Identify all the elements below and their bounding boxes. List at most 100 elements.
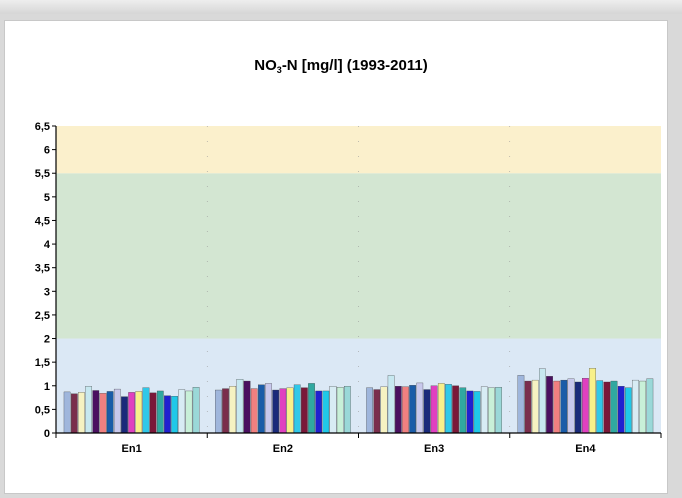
y-tick-label: 3,5 — [35, 263, 50, 275]
bar-En3-13 — [459, 387, 467, 434]
bar-En1-0 — [63, 391, 71, 434]
bar-En1-11 — [142, 387, 150, 434]
bar-En3-8 — [423, 389, 431, 434]
bar-En3-0 — [366, 387, 373, 434]
chart-title: NO3-N [mg/l] (1993-2011) — [0, 57, 682, 75]
bar-En2-17 — [336, 387, 344, 434]
window-top-strip — [0, 0, 682, 14]
y-tick-label: 6 — [44, 145, 50, 157]
bar-En2-5 — [250, 388, 258, 434]
bar-En1-16 — [178, 389, 186, 434]
x-tick-label: En1 — [122, 443, 142, 455]
x-tick-label: En4 — [575, 443, 596, 455]
bar-En4-15 — [625, 387, 632, 434]
bar-En4-14 — [617, 386, 625, 434]
bar-En1-10 — [135, 391, 143, 434]
bar-En3-16 — [480, 386, 488, 434]
bar-En3-17 — [488, 387, 495, 434]
y-tick-label: 4 — [44, 239, 51, 251]
bar-En1-7 — [113, 388, 121, 434]
bar-En1-8 — [121, 396, 128, 434]
bar-En4-8 — [574, 381, 582, 434]
bar-En3-18 — [495, 387, 502, 434]
y-tick-label: 5 — [44, 192, 50, 204]
bar-En3-1 — [373, 389, 381, 434]
bar-En4-10 — [589, 368, 596, 434]
chart-title-main: NO — [254, 57, 277, 74]
bar-En4-12 — [603, 381, 611, 434]
y-tick-label: 1 — [44, 381, 50, 393]
y-tick-label: 4,5 — [35, 215, 50, 227]
bar-En2-0 — [215, 389, 222, 434]
threshold-band-2 — [56, 126, 661, 174]
y-tick-label: 0,5 — [35, 404, 50, 416]
y-tick-label: 1,5 — [35, 357, 50, 369]
bar-En4-0 — [517, 375, 525, 434]
y-tick-label: 0 — [44, 428, 50, 440]
threshold-bands — [56, 126, 661, 433]
bar-En2-4 — [243, 380, 251, 434]
bar-En4-3 — [539, 368, 546, 434]
bar-En3-9 — [430, 385, 438, 434]
bar-En2-11 — [293, 384, 301, 434]
bar-En2-9 — [279, 388, 287, 434]
bar-En2-2 — [229, 386, 237, 434]
bar-En1-15 — [171, 396, 178, 434]
bar-En2-1 — [222, 388, 229, 434]
chart-title-subscript: 3 — [276, 65, 282, 75]
bar-En3-2 — [380, 386, 388, 434]
y-tick-label: 5,5 — [35, 168, 50, 180]
bar-En2-7 — [265, 383, 272, 434]
bar-En1-18 — [192, 387, 200, 434]
bar-En3-6 — [409, 385, 416, 434]
bar-En3-15 — [473, 391, 481, 434]
bar-En4-6 — [560, 379, 568, 434]
bar-En3-5 — [402, 386, 409, 434]
bar-En4-17 — [639, 380, 647, 434]
bar-En4-2 — [531, 379, 539, 434]
bar-En1-2 — [78, 392, 85, 434]
bar-En2-16 — [329, 386, 337, 434]
bar-En4-13 — [610, 380, 618, 434]
bar-En3-14 — [466, 390, 474, 434]
bar-En2-10 — [286, 387, 294, 434]
x-tick-label: En2 — [273, 443, 293, 455]
axes-group: En1 En2 En3 En4 0 0,5 1 1,5 2 2,5 3 3,5 4 4,5 5 5,5 6 6,5 — [35, 121, 662, 455]
bar-En1-12 — [149, 392, 157, 434]
chart-title-rest: -N [mg/l] (1993-2011) — [281, 57, 428, 74]
threshold-band-0 — [56, 338, 661, 433]
bar-En2-15 — [322, 390, 330, 434]
bar-En2-13 — [308, 383, 315, 434]
bar-En2-6 — [258, 384, 265, 434]
bar-En1-9 — [128, 392, 135, 434]
bar-En1-5 — [99, 393, 107, 434]
bar-En2-14 — [315, 390, 323, 434]
bar-En3-11 — [445, 384, 452, 434]
bar-En2-12 — [301, 387, 308, 434]
bar-En3-4 — [394, 386, 402, 434]
bar-En1-3 — [85, 386, 92, 434]
bar-En4-18 — [646, 378, 654, 434]
bar-En1-13 — [156, 390, 164, 434]
bar-En4-5 — [553, 380, 561, 434]
bar-En3-3 — [387, 375, 395, 434]
bar-En3-7 — [416, 382, 424, 434]
bar-En4-16 — [632, 379, 639, 434]
bar-En3-10 — [437, 383, 445, 434]
bar-En2-3 — [236, 379, 244, 434]
y-tick-label: 2,5 — [35, 310, 50, 322]
bar-En2-8 — [272, 389, 280, 434]
bar-En4-1 — [524, 380, 532, 434]
bar-En3-12 — [452, 385, 459, 434]
bar-En1-4 — [92, 390, 100, 434]
threshold-band-1 — [56, 173, 661, 339]
y-tick-label: 6,5 — [35, 121, 50, 133]
x-tick-label: En3 — [424, 443, 444, 455]
bar-En4-11 — [596, 380, 604, 434]
bar-En1-17 — [185, 390, 193, 434]
bar-En4-7 — [567, 378, 575, 434]
bar-En4-4 — [546, 376, 553, 434]
y-tick-label: 2 — [44, 334, 50, 346]
y-tick-label: 3 — [44, 286, 50, 298]
